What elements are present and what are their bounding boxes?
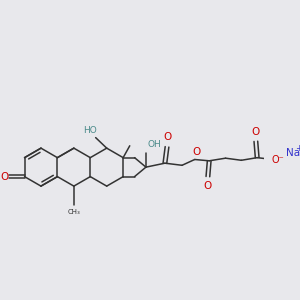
Text: CH₃: CH₃ [68,208,80,214]
Text: O: O [252,127,260,136]
Text: O: O [192,147,200,157]
Text: O: O [0,172,9,182]
Text: O: O [163,132,171,142]
Text: OH: OH [147,140,161,149]
Text: HO: HO [83,126,97,135]
Text: +: + [295,144,300,153]
Text: O: O [204,182,212,191]
Text: Na: Na [286,148,300,158]
Text: O⁻: O⁻ [272,155,284,165]
